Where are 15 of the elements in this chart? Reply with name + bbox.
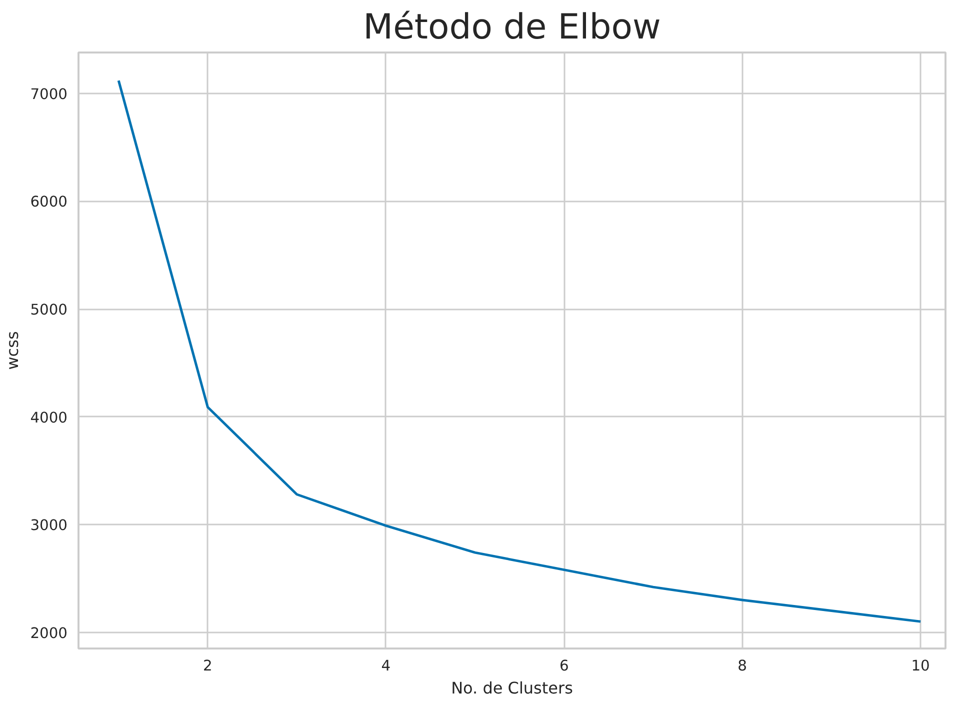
chart-title: Método de Elbow <box>363 8 661 48</box>
x-tick-label: 10 <box>911 658 930 674</box>
x-tick-label: 6 <box>559 658 569 674</box>
x-tick-label: 8 <box>738 658 748 674</box>
x-tick-label: 4 <box>381 658 391 674</box>
y-tick-label: 5000 <box>30 302 68 319</box>
y-tick-label: 3000 <box>30 517 68 534</box>
line-series <box>117 79 922 623</box>
x-tick-label: 2 <box>203 658 212 674</box>
y-tick-label: 7000 <box>30 86 68 103</box>
y-tick-label: 2000 <box>30 624 68 642</box>
y-tick-label: 4000 <box>30 409 68 426</box>
y-axis-title: wcss <box>3 331 22 370</box>
x-axis-title: No. de Clusters <box>451 678 573 698</box>
y-tick-label: 6000 <box>30 194 68 211</box>
